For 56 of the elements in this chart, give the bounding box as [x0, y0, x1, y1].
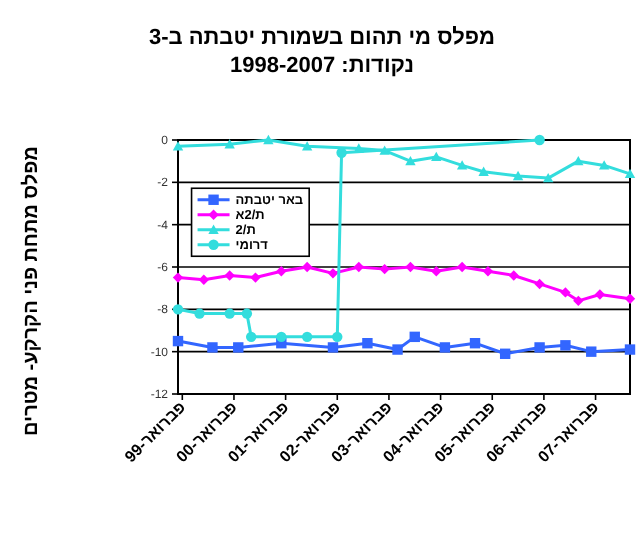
point	[224, 308, 235, 319]
point	[431, 266, 442, 277]
point	[439, 342, 451, 353]
point	[172, 272, 184, 283]
point	[194, 308, 205, 319]
point	[594, 289, 606, 300]
point	[573, 295, 584, 307]
point	[405, 155, 416, 166]
point	[241, 308, 253, 319]
point	[362, 338, 373, 349]
point	[534, 278, 545, 290]
point	[379, 263, 390, 275]
point	[431, 151, 442, 162]
point	[233, 342, 244, 353]
point	[573, 155, 584, 166]
point	[224, 139, 235, 149]
point	[301, 141, 313, 151]
point	[198, 274, 210, 285]
point	[392, 344, 403, 355]
point	[207, 342, 218, 353]
point	[172, 141, 184, 151]
point	[482, 266, 494, 277]
point	[245, 331, 257, 343]
point	[624, 168, 636, 179]
point	[276, 331, 287, 343]
point	[598, 160, 610, 170]
point	[560, 340, 571, 351]
point	[534, 134, 545, 146]
point	[405, 261, 416, 273]
point	[456, 261, 468, 273]
point	[276, 266, 287, 277]
point	[327, 268, 339, 279]
point	[250, 272, 261, 283]
point	[560, 287, 571, 298]
point	[301, 261, 313, 273]
point	[224, 270, 235, 281]
y-axis-title: מפלס מתחת פני הקרקע- מטרים	[21, 144, 43, 440]
point	[624, 293, 636, 304]
point	[469, 338, 481, 349]
point	[534, 342, 545, 353]
point	[512, 170, 524, 181]
point	[586, 346, 597, 357]
point	[543, 172, 554, 183]
point	[508, 270, 519, 281]
point	[478, 166, 489, 176]
point	[456, 160, 468, 170]
point	[499, 348, 511, 359]
point	[353, 261, 364, 273]
point	[624, 344, 636, 355]
point	[263, 134, 274, 145]
point	[172, 335, 184, 347]
chart-title: מפלס מי תהום בשמורת יטבתה ב-3 נקודות: 1998-2007	[146, 24, 498, 80]
point	[301, 331, 313, 343]
point	[409, 331, 420, 343]
point	[327, 342, 339, 353]
point	[332, 331, 343, 343]
